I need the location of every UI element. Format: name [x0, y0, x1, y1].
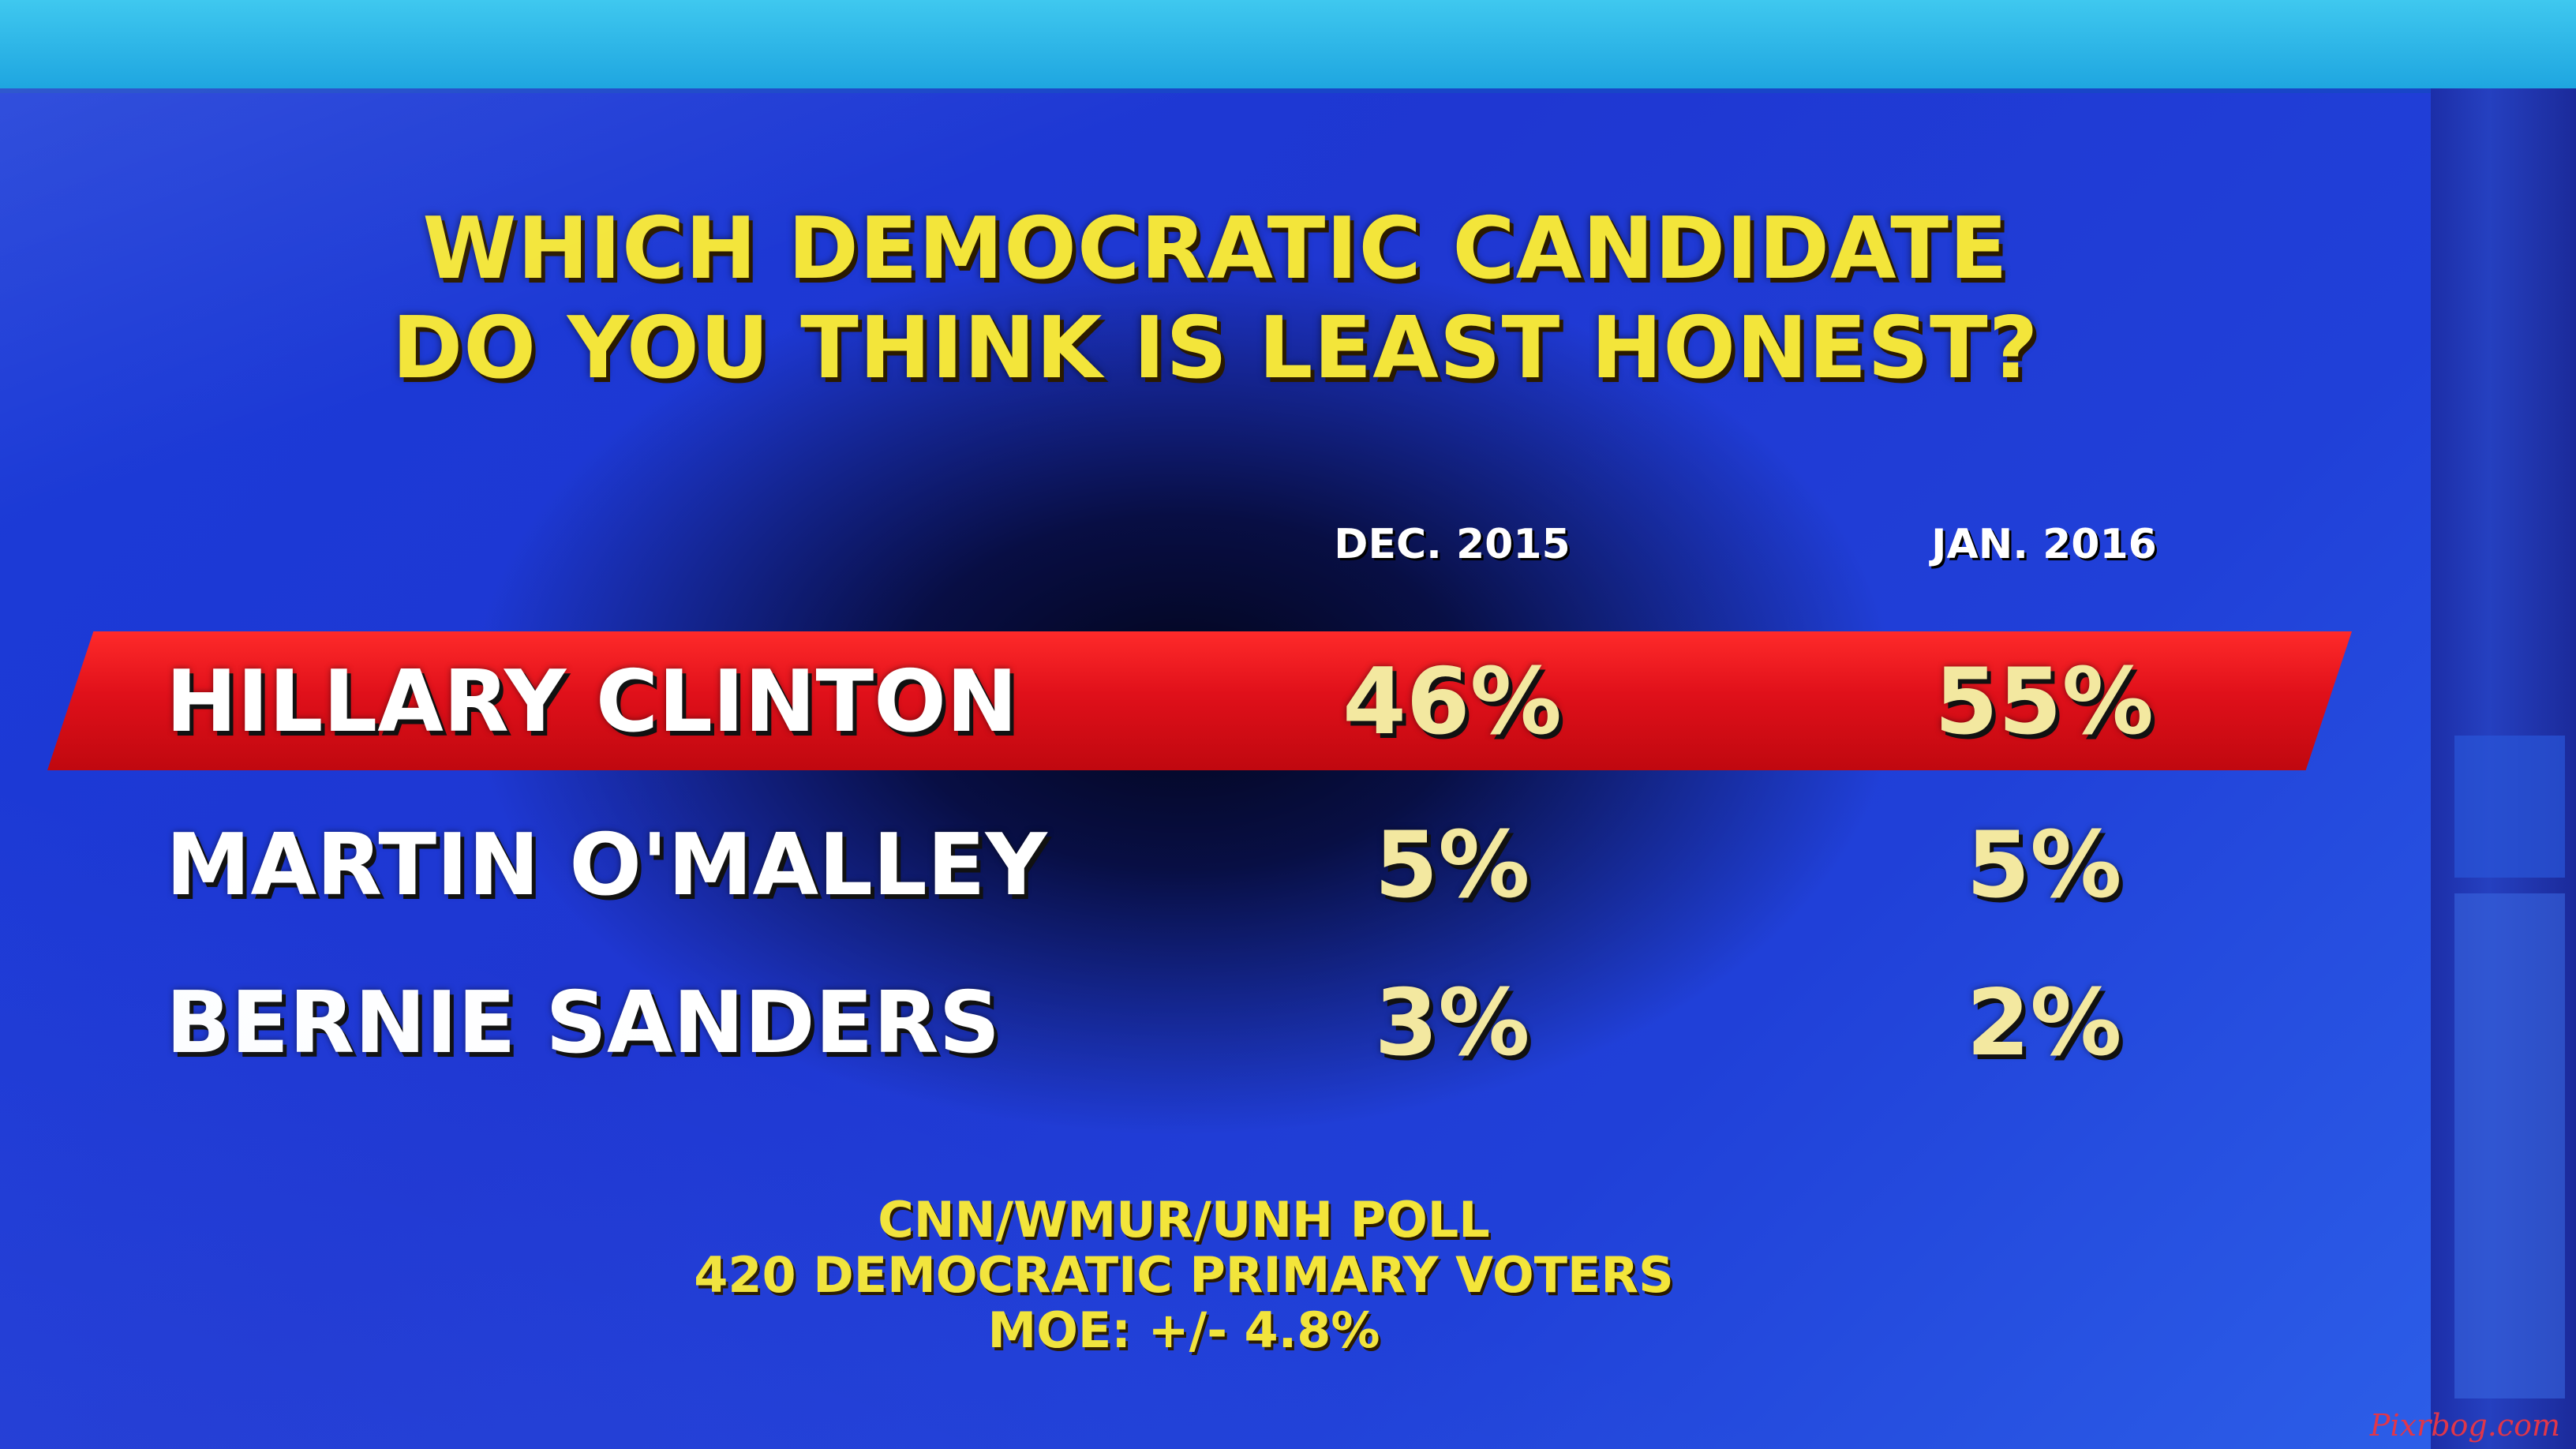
chart-title-line-2: DO YOU THINK IS LEAST HONEST?: [391, 299, 2039, 398]
table-row: HILLARY CLINTON 46% 55%: [0, 635, 2431, 769]
footer-source: CNN/WMUR/UNH POLL: [878, 1191, 1490, 1249]
column-header-jan-2016: JAN. 2016: [1931, 521, 2157, 568]
value-dec-2015: 3%: [1374, 970, 1530, 1076]
value-jan-2016: 2%: [1966, 970, 2122, 1076]
side-strip-block: [2454, 736, 2565, 878]
graphic-panel: [0, 88, 2431, 1449]
value-dec-2015: 46%: [1342, 649, 1562, 755]
footer-sample: 420 DEMOCRATIC PRIMARY VOTERS: [694, 1246, 1674, 1304]
value-dec-2015: 5%: [1374, 812, 1530, 919]
table-row: MARTIN O'MALLEY 5% 5%: [0, 799, 2431, 933]
candidate-name: HILLARY CLINTON: [166, 653, 1018, 751]
value-jan-2016: 55%: [1934, 649, 2154, 755]
watermark: Pixrbog.com: [2369, 1408, 2560, 1443]
candidate-name: BERNIE SANDERS: [166, 974, 1001, 1073]
candidate-name: MARTIN O'MALLEY: [166, 816, 1047, 915]
side-strip: [2431, 88, 2576, 1449]
side-strip-block: [2454, 893, 2565, 1398]
chart-title-line-1: WHICH DEMOCRATIC CANDIDATE: [422, 200, 2009, 298]
footer-moe: MOE: +/- 4.8%: [987, 1301, 1380, 1359]
value-jan-2016: 5%: [1966, 812, 2122, 919]
column-header-dec-2015: DEC. 2015: [1334, 521, 1571, 568]
table-row: BERNIE SANDERS 3% 2%: [0, 957, 2431, 1091]
highlight-bar: [47, 631, 2352, 770]
